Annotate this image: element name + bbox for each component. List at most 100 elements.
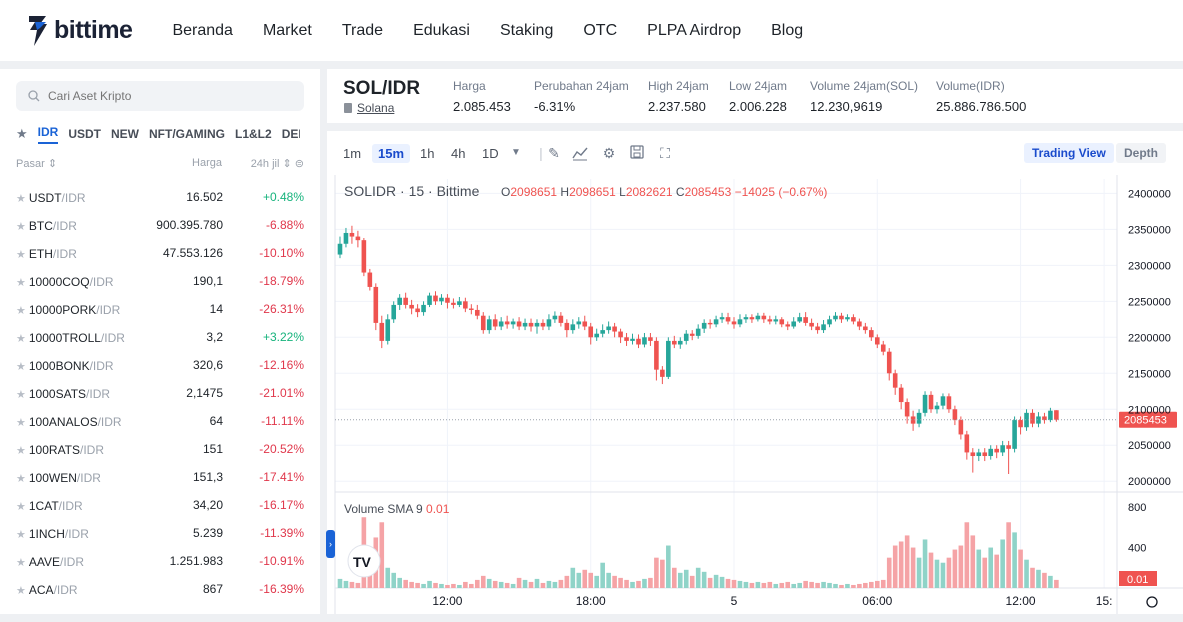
asset-row[interactable]: ★ 1INCH/IDR 5.239 -11.39% [16,519,304,547]
asset-row[interactable]: ★ 100RATS/IDR 151 -20.52% [16,435,304,463]
favorite-star-icon[interactable]: ★ [16,584,26,597]
favorite-star-icon[interactable]: ★ [16,388,26,401]
indicator-icon[interactable] [572,145,588,161]
collapse-panel-button[interactable]: › [326,530,335,558]
timeframe-15m[interactable]: 15m [372,144,411,163]
asset-row[interactable]: ★ 10000PORK/IDR 14 -26.31% [16,295,304,323]
favorite-star-icon[interactable]: ★ [16,192,26,205]
favorite-star-icon[interactable]: ★ [16,304,26,317]
candle [958,420,964,435]
nav-link-otc[interactable]: OTC [583,21,618,39]
asset-row[interactable]: ★ 1000SATS/IDR 2,1475 -21.01% [16,379,304,407]
favorite-star-icon[interactable]: ★ [16,276,26,289]
favorite-star-icon[interactable]: ★ [16,444,26,457]
tab-new[interactable]: NEW [111,127,139,141]
favorite-star-icon[interactable]: ★ [16,528,26,541]
tab-defi[interactable]: DEF [281,127,300,141]
asset-change: -20.52% [259,442,304,456]
asset-row[interactable]: ★ AAVE/IDR 1.251.983 -10.91% [16,547,304,575]
pair-name-link[interactable]: Solana [357,101,395,115]
asset-search[interactable] [16,81,304,111]
asset-row[interactable]: ★ 10000TROLL/IDR 3,2 +3.22% [16,323,304,351]
asset-row[interactable]: ★ 100ANALOS/IDR 64 -11.11% [16,407,304,435]
candle [1000,445,1005,453]
volume-bar [737,580,743,588]
price-tick-label: 2000000 [1128,476,1171,488]
candle [654,340,659,370]
draw-icon[interactable]: ✎ [548,145,560,161]
volume-bar [486,578,492,588]
volume-bar [779,582,785,588]
volume-bar [749,582,755,588]
volume-bar [510,583,516,588]
asset-row[interactable]: ★ 10000COQ/IDR 190,1 -18.79% [16,267,304,295]
chart-settings-icon[interactable] [1146,596,1158,608]
asset-row[interactable]: ★ USDT/IDR 16.502 +0.48% [16,183,304,211]
favorite-star-icon[interactable]: ★ [16,332,26,345]
coin-icon [344,103,352,113]
tradingview-logo-glyph: TV [353,554,372,570]
nav-link-edukasi[interactable]: Edukasi [413,21,470,39]
favorite-star-icon[interactable]: ★ [16,556,26,569]
asset-row[interactable]: ★ ETH/IDR 47.553.126 -10.10% [16,239,304,267]
candle [558,315,564,323]
asset-price: 64 [209,414,223,428]
favorite-star-icon[interactable]: ★ [16,500,26,513]
candle [809,322,814,327]
tab-l1-l2[interactable]: L1&L2 [235,127,272,141]
nav-link-blog[interactable]: Blog [771,21,804,39]
asset-pair: ★ AAVE/IDR [16,555,84,569]
favorites-star-icon[interactable]: ★ [16,126,28,141]
volume-bar [337,578,343,588]
favorite-star-icon[interactable]: ★ [16,248,26,261]
change-column-header[interactable]: 24h jil ⇕ ⊜ [250,158,304,170]
tab-idr[interactable]: IDR [37,125,59,144]
asset-price: 1.251.983 [169,554,223,568]
candle [343,232,349,244]
nav-link-staking[interactable]: Staking [499,21,554,39]
depth-button[interactable]: Depth [1116,143,1166,163]
timeframe-1h[interactable]: 1h [420,146,435,161]
volume-bar [445,584,450,588]
candle [433,295,438,302]
volume-bar [731,579,737,588]
favorite-star-icon[interactable]: ★ [16,360,26,373]
timeframe-1d[interactable]: 1D [482,146,499,161]
candle [988,448,994,457]
nav-link-beranda[interactable]: Beranda [172,21,233,39]
nav-link-market[interactable]: Market [262,21,312,39]
chevron-down-icon[interactable]: ▼ [511,147,521,158]
gear-icon[interactable]: ⚙ [602,145,616,161]
pair-column-header[interactable]: Pasar ⇕ [16,158,58,170]
candle [827,319,832,325]
asset-row[interactable]: ★ ACA/IDR 867 -16.39% [16,575,304,603]
volume-bar [928,552,934,588]
price-tick-label: 2250000 [1128,296,1171,308]
save-icon[interactable] [629,145,645,161]
price-column-header[interactable]: Harga [192,157,222,169]
stat-change-24h: Perubahan 24jam -6.31% [534,79,629,114]
nav-link-plpa-airdrop[interactable]: PLPA Airdrop [647,21,742,39]
asset-price: 5.239 [192,526,223,540]
timeframe-1m[interactable]: 1m [343,146,362,161]
search-input[interactable] [48,89,288,103]
candle [618,331,623,338]
tradingview-logo-icon[interactable] [347,544,381,578]
brand-logo[interactable]: bittime [26,14,133,48]
asset-row[interactable]: ★ 1CAT/IDR 34,20 -16.17% [16,491,304,519]
price-chart[interactable]: 2085453 2000000 2050000 2100000 2150000 22000… [327,175,1183,614]
favorite-star-icon[interactable]: ★ [16,416,26,429]
nav-link-trade[interactable]: Trade [341,21,384,39]
fullscreen-icon[interactable]: ⛶ [660,145,670,161]
favorite-star-icon[interactable]: ★ [16,472,26,485]
timeframe-4h[interactable]: 4h [451,146,466,161]
tab-nft-gaming[interactable]: NFT/GAMING [149,127,225,141]
volume-bar [827,582,832,588]
asset-row[interactable]: ★ 100WEN/IDR 151,3 -17.41% [16,463,304,491]
volume-value-badge [1119,571,1157,586]
tab-usdt[interactable]: USDT [68,127,101,141]
asset-row[interactable]: ★ 1000BONK/IDR 320,6 -12.16% [16,351,304,379]
favorite-star-icon[interactable]: ★ [16,220,26,233]
asset-row[interactable]: ★ BTC/IDR 900.395.780 -6.88% [16,211,304,239]
trading-view-button[interactable]: Trading View [1024,143,1114,163]
